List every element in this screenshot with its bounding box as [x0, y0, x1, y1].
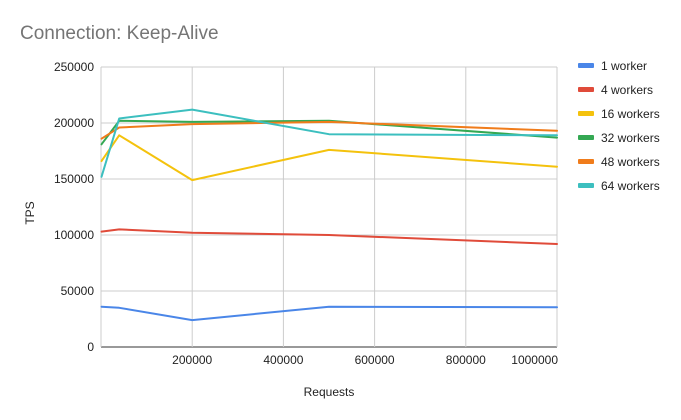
chart-title: Connection: Keep-Alive: [20, 23, 219, 44]
x-tick-label: 200000: [172, 353, 212, 367]
y-tick-label: 100000: [54, 228, 94, 242]
legend-swatch: [578, 135, 594, 140]
legend-label: 16 workers: [601, 107, 660, 121]
legend-swatch: [578, 63, 594, 68]
series-line: [100, 108, 558, 178]
series-line: [100, 305, 558, 322]
y-tick-label: 200000: [54, 116, 94, 130]
x-tick-label: 600000: [355, 353, 395, 367]
y-tick-label: 150000: [54, 172, 94, 186]
grid-lines: [100, 66, 558, 348]
legend-label: 4 workers: [601, 83, 653, 97]
y-tick-label: 50000: [61, 284, 95, 298]
legend: 1 worker 4 workers 16 workers 32 workers 48 …: [578, 59, 660, 193]
x-tick-label: 800000: [446, 353, 486, 367]
legend-swatch: [578, 111, 594, 116]
x-axis-ticks: 200000 400000 600000 800000 1000000: [172, 353, 558, 367]
y-axis-ticks: 0 50000 100000 150000 200000 250000: [54, 60, 94, 354]
series-line: [100, 228, 558, 245]
legend-label: 32 workers: [601, 131, 660, 145]
series-lines: [100, 108, 558, 322]
legend-label: 64 workers: [601, 179, 660, 193]
series-line: [100, 120, 558, 140]
legend-swatch: [578, 159, 594, 164]
legend-label: 1 worker: [601, 59, 647, 73]
series-line: [100, 119, 558, 146]
x-tick-label: 400000: [263, 353, 303, 367]
x-axis-label: Requests: [304, 385, 355, 399]
series-line: [100, 134, 558, 182]
y-tick-label: 0: [87, 340, 94, 354]
legend-swatch: [578, 183, 594, 188]
y-axis-label: TPS: [23, 201, 37, 224]
x-tick-label: 1000000: [511, 353, 558, 367]
legend-swatch: [578, 87, 594, 92]
y-tick-label: 250000: [54, 60, 94, 74]
legend-label: 48 workers: [601, 155, 660, 169]
